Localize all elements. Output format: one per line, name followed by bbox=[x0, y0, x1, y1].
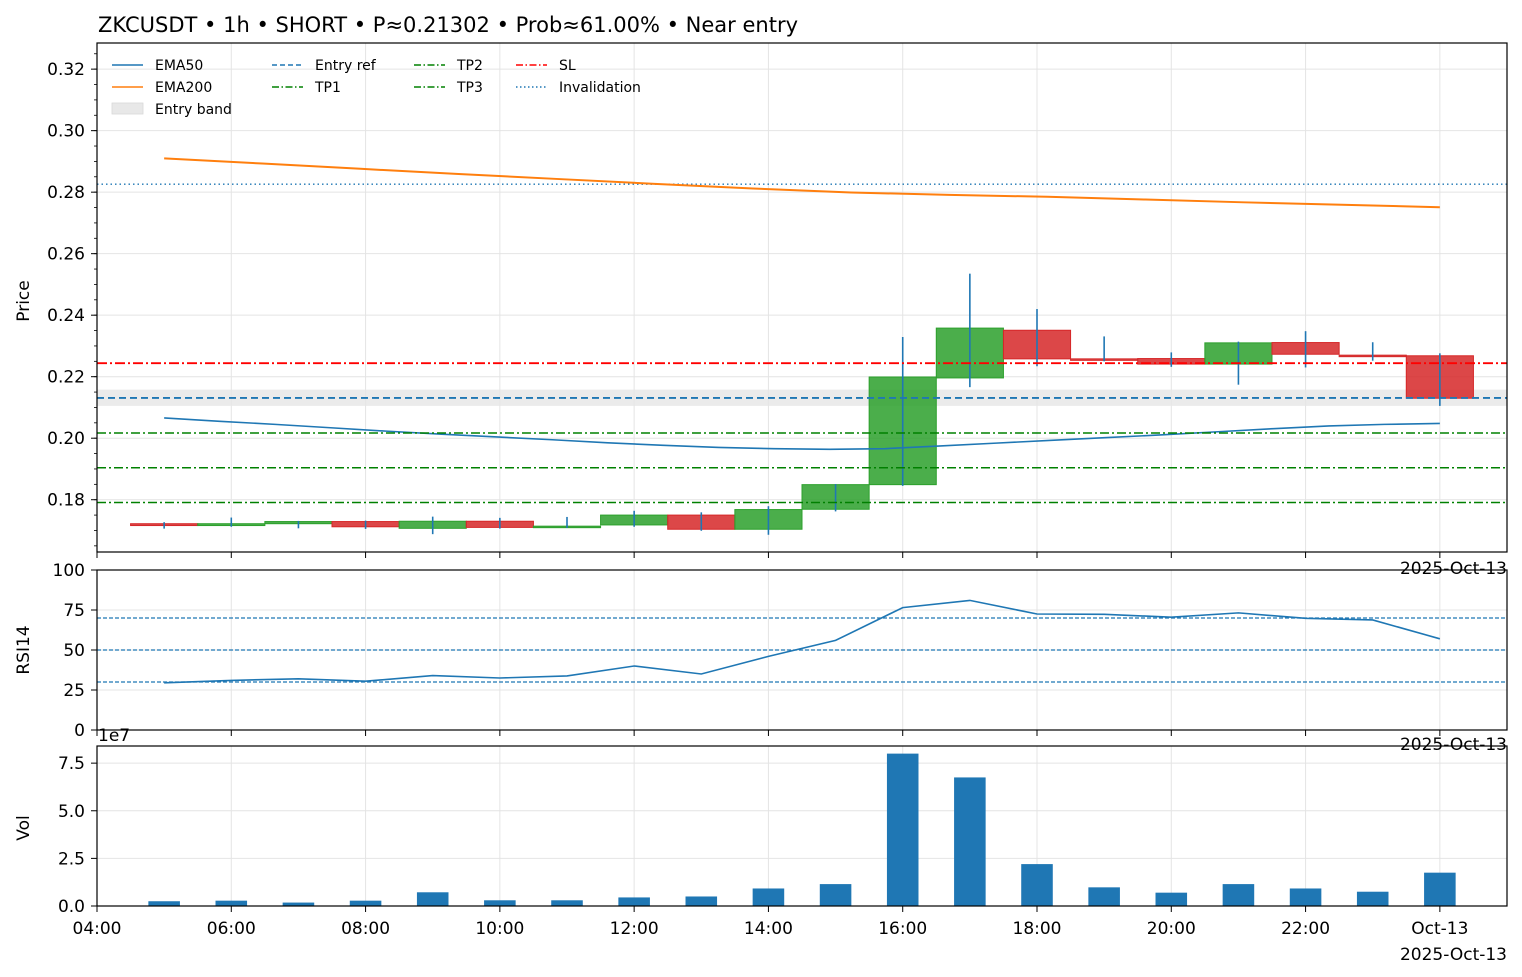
price-y-tick-label: 0.30 bbox=[47, 122, 85, 142]
volume-bar bbox=[416, 892, 449, 906]
legend-label-entry-band: Entry band bbox=[155, 102, 232, 118]
x-tick-label: 12:00 bbox=[610, 919, 659, 939]
legend-label-sl: SL bbox=[559, 58, 576, 74]
vol-y-tick-label: 2.5 bbox=[58, 849, 85, 869]
volume-bar bbox=[148, 901, 180, 906]
x-tick-label: 08:00 bbox=[341, 919, 390, 939]
volume-bar bbox=[685, 896, 718, 906]
price-y-tick-label: 0.24 bbox=[47, 306, 85, 326]
price-y-tick-label: 0.18 bbox=[47, 491, 85, 511]
rsi-y-tick-label: 0 bbox=[74, 721, 85, 741]
legend-label-entry-ref: Entry ref bbox=[315, 58, 377, 74]
rsi-y-tick-label: 50 bbox=[63, 641, 85, 661]
legend-swatch-entry-band bbox=[111, 102, 144, 115]
price-date-label: 2025-Oct-13 bbox=[1400, 559, 1507, 579]
volume-bar bbox=[1356, 891, 1389, 906]
price-plot-bg bbox=[97, 43, 1507, 552]
volume-bar bbox=[1021, 864, 1053, 906]
legend-label-tp3: TP3 bbox=[456, 80, 483, 96]
volume-bar bbox=[954, 777, 986, 906]
ema50-line bbox=[164, 417, 1440, 451]
legend-label-tp1: TP1 bbox=[314, 80, 341, 96]
price-y-tick-label: 0.22 bbox=[47, 368, 85, 388]
x-tick-label: 20:00 bbox=[1147, 919, 1196, 939]
vol-y-tick-label: 5.0 bbox=[58, 802, 85, 822]
rsi-plot-frame bbox=[96, 569, 1508, 731]
x-tick-label: 22:00 bbox=[1281, 919, 1330, 939]
x-tick-label: 06:00 bbox=[207, 919, 256, 939]
vol-plot-frame bbox=[96, 745, 1508, 907]
rsi-panel: 0 25 50 75 100 bbox=[53, 561, 1508, 741]
volume-bar bbox=[215, 900, 248, 906]
volume-bar bbox=[349, 900, 382, 906]
vol-date-label: 2025-Oct-13 bbox=[1400, 945, 1507, 965]
volume-bar bbox=[886, 753, 919, 906]
volume-bar bbox=[282, 902, 315, 906]
x-tick-label: 18:00 bbox=[1013, 919, 1062, 939]
volume-bar bbox=[1289, 888, 1322, 906]
rsi-y-tick-label: 75 bbox=[63, 601, 85, 621]
rsi-date-label: 2025-Oct-13 bbox=[1400, 735, 1507, 755]
x-tick-label: 04:00 bbox=[73, 919, 122, 939]
price-y-tick-label: 0.28 bbox=[47, 183, 85, 203]
rsi-line bbox=[164, 599, 1441, 684]
vol-y-axis-label: Vol bbox=[14, 815, 34, 840]
volume-bar bbox=[618, 897, 650, 906]
legend-label-tp2: TP2 bbox=[456, 58, 483, 74]
ema200-line bbox=[164, 157, 1440, 209]
vol-plot-bg bbox=[97, 746, 1507, 906]
rsi-y-tick-label: 100 bbox=[53, 561, 85, 581]
x-tick-label: 16:00 bbox=[878, 919, 927, 939]
volume-bar bbox=[1155, 892, 1188, 906]
x-tick-label: 10:00 bbox=[475, 919, 524, 939]
chart-title: ZKCUSDT • 1h • SHORT • P≈0.21302 • Prob≈… bbox=[98, 13, 798, 37]
price-panel: 0.180.200.220.240.260.280.300.32 EMA50EMA… bbox=[47, 42, 1508, 558]
volume-bar bbox=[1424, 872, 1456, 906]
volume-bar bbox=[484, 900, 516, 906]
legend-label-invalidation: Invalidation bbox=[559, 80, 641, 96]
rsi-y-axis-label: RSI14 bbox=[14, 625, 34, 674]
price-y-tick-label: 0.26 bbox=[47, 245, 85, 265]
vol-multiplier-label: 1e7 bbox=[98, 726, 130, 746]
price-y-tick-label: 0.32 bbox=[47, 60, 85, 80]
price-y-tick-label: 0.20 bbox=[47, 429, 85, 449]
legend-label-ema200: EMA200 bbox=[155, 80, 212, 96]
price-y-axis-label: Price bbox=[14, 280, 34, 321]
legend: EMA50 EMA200 Entry band Entry ref TP1 TP2 TP3 S… bbox=[111, 58, 641, 118]
volume-bar bbox=[819, 884, 852, 906]
volume-bar bbox=[1222, 884, 1255, 906]
vol-y-tick-label: 0.0 bbox=[58, 897, 85, 917]
x-tick-label: Oct-13 bbox=[1411, 919, 1468, 939]
x-tick-label: 14:00 bbox=[744, 919, 793, 939]
volume-panel: 0.0 2.5 5.0 7.5 04:00 06:00 08:00 10:00 12:00 14:… bbox=[58, 745, 1508, 939]
vol-y-tick-label: 7.5 bbox=[58, 754, 85, 774]
volume-bar bbox=[1088, 887, 1120, 906]
rsi-y-tick-label: 25 bbox=[63, 681, 85, 701]
volume-bar bbox=[752, 888, 785, 906]
legend-label-ema50: EMA50 bbox=[155, 58, 203, 74]
price-plot-frame bbox=[96, 42, 1508, 553]
volume-bar bbox=[551, 900, 583, 906]
